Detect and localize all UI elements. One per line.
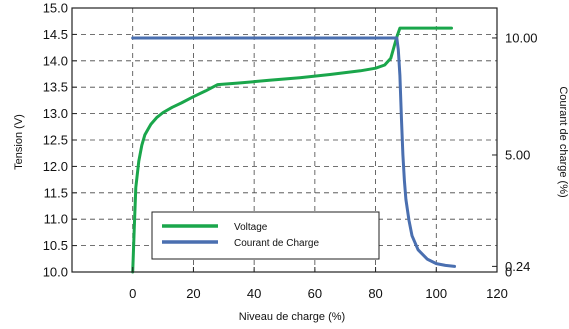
x-tick-label: 120 (486, 286, 508, 301)
y-tick-label: 12.0 (43, 159, 68, 174)
y2-tick-label: 0.24 (505, 259, 530, 274)
x-tick-label: 40 (247, 286, 261, 301)
y-tick-label: 10.5 (43, 238, 68, 253)
y2-tick-label: 0 (505, 265, 512, 280)
x-tick-label: 60 (308, 286, 322, 301)
y-tick-label: 11.0 (44, 212, 68, 227)
y-axis-label: Tension (V) (13, 114, 25, 170)
y-tick-label: 15.0 (43, 1, 68, 16)
legend-label-voltage: Voltage (234, 222, 268, 233)
x-tick-label: 100 (425, 286, 447, 301)
y2-axis-label: Courant de charge (%) (557, 86, 569, 197)
y-tick-label: 13.0 (43, 106, 68, 121)
legend-label-courant: Courant de Charge (234, 238, 319, 249)
y-tick-label: 10.0 (43, 265, 68, 280)
y2-axis-ticks: 00.24 5.00 10.00 (492, 30, 538, 280)
series-lines (131, 26, 456, 274)
y-axis-ticks: 10.0 10.5 11.0 11.5 12.0 12.5 13.0 13.5 14.0 14.5… (43, 1, 77, 280)
legend-box (151, 211, 380, 260)
legend: Voltage Courant de Charge (151, 211, 380, 260)
x-axis-label: Niveau de charge (%) (239, 311, 345, 323)
series-line-1 (131, 36, 456, 268)
y-tick-label: 13.5 (43, 80, 68, 95)
x-tick-label: 80 (368, 286, 382, 301)
y-tick-label: 14.5 (43, 27, 68, 42)
y2-tick-label: 10.00 (505, 30, 538, 45)
y-tick-label: 11.5 (44, 185, 68, 200)
y2-tick-label: 5.00 (505, 147, 530, 162)
x-tick-label: 20 (186, 286, 200, 301)
y-tick-label: 12.5 (43, 133, 68, 148)
series-line-0 (131, 26, 453, 274)
y-tick-label: 14.0 (43, 53, 68, 68)
x-axis-ticks: 0 20 40 60 80 100 120 (129, 267, 508, 301)
x-tick-label: 0 (129, 286, 136, 301)
